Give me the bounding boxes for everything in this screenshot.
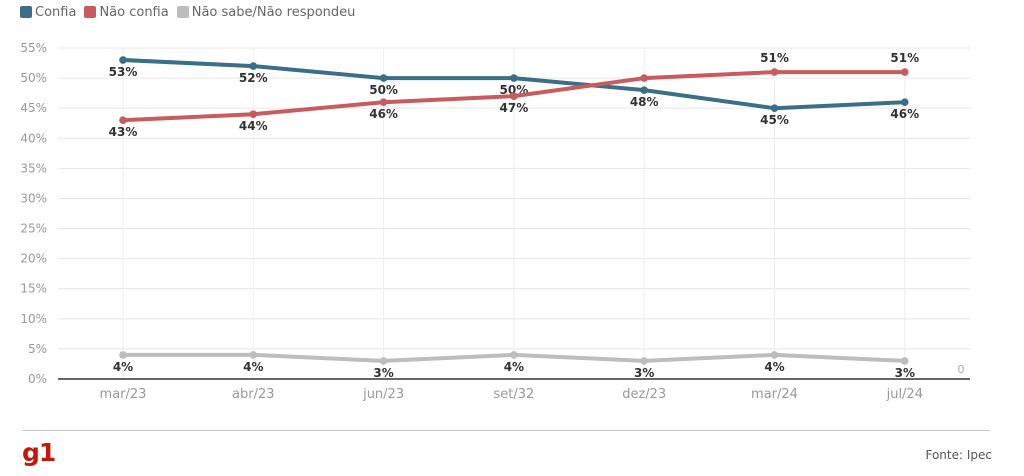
data-point-confia [249, 62, 258, 70]
footer-divider [22, 430, 990, 431]
y-tick-label: 35% [20, 161, 47, 175]
y-tick-label: 40% [20, 131, 47, 145]
legend-swatch-nao-confia [84, 6, 97, 18]
legend-label-nao-sabe: Não sabe/Não respondeu [191, 4, 356, 20]
chart-legend: Confia Não confia Não sabe/Não respondeu [20, 3, 363, 21]
data-label-nao-confia: 46% [369, 107, 398, 121]
data-label-confia: 48% [630, 95, 659, 109]
data-label-nao-confia: 51% [890, 51, 919, 65]
data-label-confia: 53% [109, 65, 138, 79]
data-point-confia [640, 86, 648, 94]
data-label-nao-sabe-nao-respondeu: 4% [243, 360, 263, 374]
data-label-nao-sabe-nao-respondeu: 4% [113, 360, 133, 374]
legend-swatch-nao-sabe [176, 6, 189, 18]
data-point-nao-sabe-nao-respondeu [901, 357, 909, 365]
data-point-confia [901, 98, 909, 106]
data-point-nao-sabe-nao-respondeu [510, 351, 518, 359]
legend-label-confia: Confia [35, 4, 77, 20]
y-tick-label: 0% [28, 372, 47, 386]
data-point-nao-confia [510, 92, 518, 100]
data-point-nao-confia [119, 116, 127, 125]
data-label-nao-confia: 47% [500, 101, 529, 115]
data-point-confia [119, 56, 127, 64]
legend-label-nao-confia: Não confia [99, 4, 169, 20]
x-tick-label: jul/24 [886, 387, 923, 402]
data-label-nao-confia: 51% [760, 51, 789, 65]
data-point-nao-confia [249, 110, 258, 118]
data-point-nao-confia [640, 74, 648, 82]
data-point-nao-sabe-nao-respondeu [249, 351, 258, 359]
data-label-confia: 50% [369, 83, 398, 97]
data-label-confia: 45% [760, 113, 789, 127]
y-tick-label: 30% [20, 191, 47, 205]
x-tick-label: mar/24 [751, 387, 798, 402]
data-point-nao-confia [901, 68, 909, 76]
source-note: Fonte: Ipec [925, 448, 992, 462]
data-point-nao-sabe-nao-respondeu [640, 357, 648, 365]
y-tick-label: 50% [20, 71, 47, 85]
data-point-nao-sabe-nao-respondeu [770, 351, 779, 359]
y-tick-label: 20% [20, 252, 47, 266]
x-tick-label: mar/23 [100, 387, 147, 402]
y-tick-label: 55% [20, 41, 47, 55]
legend-item-nao-confia[interactable]: Não confia [84, 4, 169, 20]
y-tick-label: 5% [28, 342, 47, 356]
x-tick-label: dez/23 [622, 387, 666, 402]
data-label-nao-sabe-nao-respondeu: 3% [634, 366, 654, 380]
extra-zero-label: 0 [958, 363, 965, 376]
legend-swatch-confia [20, 6, 32, 18]
data-label-confia: 46% [890, 107, 919, 121]
x-tick-label: jun/23 [362, 387, 404, 402]
line-chart: 0% 5% 10% 15% 20% 25% 30% 35% 40% 45% 50% 55% mar/23… [20, 41, 970, 402]
x-tick-label: set/32 [494, 387, 535, 402]
y-tick-label: 10% [20, 312, 47, 326]
x-tick-label: abr/23 [232, 387, 275, 402]
data-label-nao-confia: 44% [239, 119, 268, 133]
data-label-nao-confia: 43% [109, 125, 138, 139]
y-tick-label: 25% [20, 222, 47, 236]
data-point-confia [770, 104, 779, 112]
data-label-nao-sabe-nao-respondeu: 3% [895, 366, 915, 380]
y-tick-label: 45% [20, 101, 47, 115]
data-label-nao-sabe-nao-respondeu: 3% [373, 366, 393, 380]
data-point-confia [510, 74, 518, 82]
data-point-nao-confia [379, 98, 388, 106]
y-tick-label: 15% [20, 282, 47, 296]
data-point-nao-sabe-nao-respondeu [379, 357, 388, 365]
data-point-nao-confia [770, 68, 779, 76]
data-label-nao-sabe-nao-respondeu: 4% [764, 360, 784, 374]
data-point-confia [379, 74, 388, 82]
legend-item-confia[interactable]: Confia [20, 5, 76, 20]
data-label-nao-sabe-nao-respondeu: 4% [504, 360, 524, 374]
g1-logo: g1 [22, 438, 56, 467]
legend-item-nao-sabe[interactable]: Não sabe/Não respondeu [176, 4, 356, 20]
data-point-nao-sabe-nao-respondeu [119, 351, 127, 359]
data-label-confia: 52% [239, 71, 268, 85]
